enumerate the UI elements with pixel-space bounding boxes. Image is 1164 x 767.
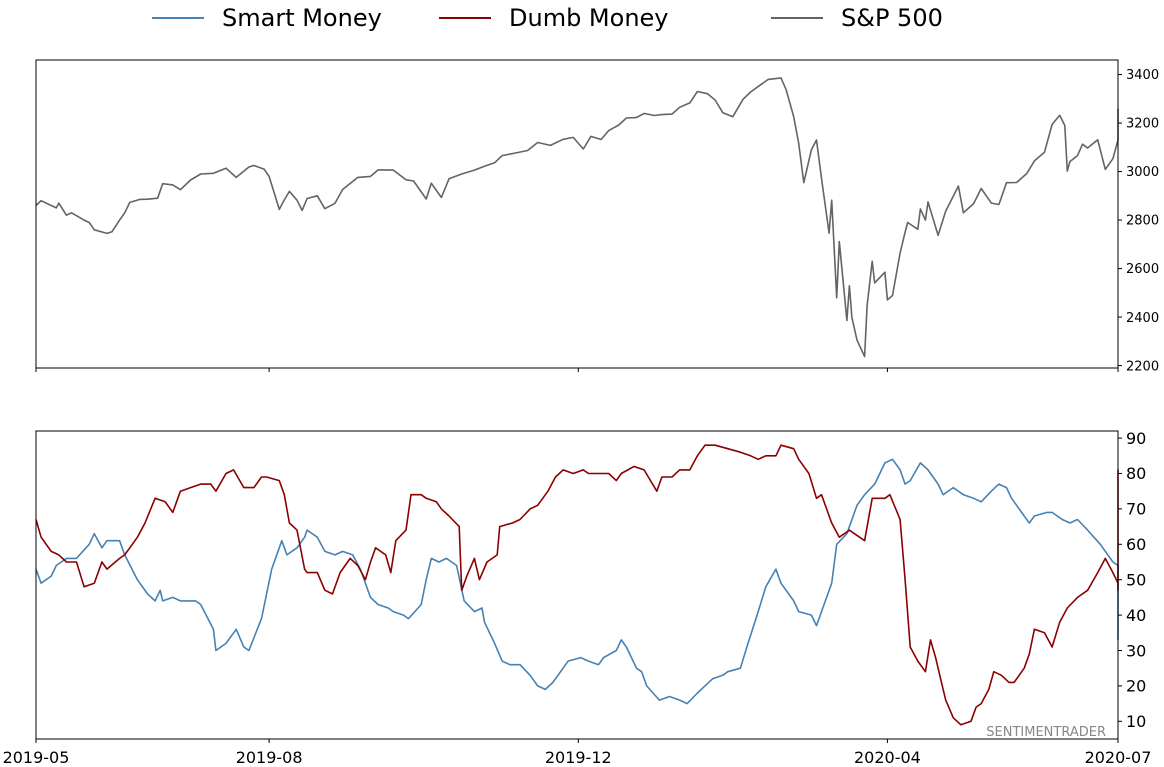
y-tick-label: 3000 <box>1126 165 1159 180</box>
legend-swatch-sp500 <box>771 17 823 19</box>
sentiment-panel: 10 20 30 40 50 60 70 80 90 2019-05 2019-08 2019-12 2… <box>3 429 1152 767</box>
x-tick-label: 2019-05 <box>3 748 70 767</box>
x-tick-label: 2019-12 <box>545 748 612 767</box>
y-tick-label: 2600 <box>1126 262 1159 277</box>
legend-item-smart-money: Smart Money <box>152 4 382 32</box>
x-tick-label: 2019-08 <box>236 748 303 767</box>
y-tick-label: 2200 <box>1126 359 1159 374</box>
y-tick-label: 10 <box>1126 712 1146 731</box>
legend-swatch-dumb-money <box>439 17 491 19</box>
y-tick-label: 70 <box>1126 500 1146 519</box>
y-tick-label: 60 <box>1126 535 1146 554</box>
plot-frame-top <box>35 59 1119 369</box>
legend-label-dumb-money: Dumb Money <box>509 4 669 32</box>
legend-item-dumb-money: Dumb Money <box>439 4 669 32</box>
y-tick-label: 30 <box>1126 641 1146 660</box>
series-line-dumb-money <box>35 444 1119 726</box>
y-tick-label: 20 <box>1126 677 1146 696</box>
y-tick-label: 3400 <box>1126 68 1159 83</box>
y-tick-label: 90 <box>1126 429 1146 448</box>
legend-label-smart-money: Smart Money <box>222 4 382 32</box>
y-tick-label: 2400 <box>1126 311 1159 326</box>
watermark: SENTIMENTRADER <box>986 725 1106 740</box>
x-tick-label: 2020-04 <box>854 748 921 767</box>
y-tick-label: 50 <box>1126 570 1146 589</box>
legend-label-sp500: S&P 500 <box>841 4 943 32</box>
plot-frame-bottom <box>35 430 1119 740</box>
chart-legend: Smart Money Dumb Money S&P 500 <box>0 0 1164 44</box>
x-tick-label: 2020-07 <box>1085 748 1152 767</box>
y-tick-label: 80 <box>1126 464 1146 483</box>
legend-swatch-smart-money <box>152 17 204 19</box>
sp500-panel: 2200 2400 2600 2800 3000 3200 3400 <box>35 59 1159 374</box>
legend-item-sp500: S&P 500 <box>771 4 943 32</box>
y-tick-label: 40 <box>1126 606 1146 625</box>
y-tick-label: 2800 <box>1126 214 1159 229</box>
y-tick-label: 3200 <box>1126 117 1159 132</box>
series-line-smart-money <box>35 458 1119 705</box>
series-line-s-p-500 <box>35 77 1119 358</box>
